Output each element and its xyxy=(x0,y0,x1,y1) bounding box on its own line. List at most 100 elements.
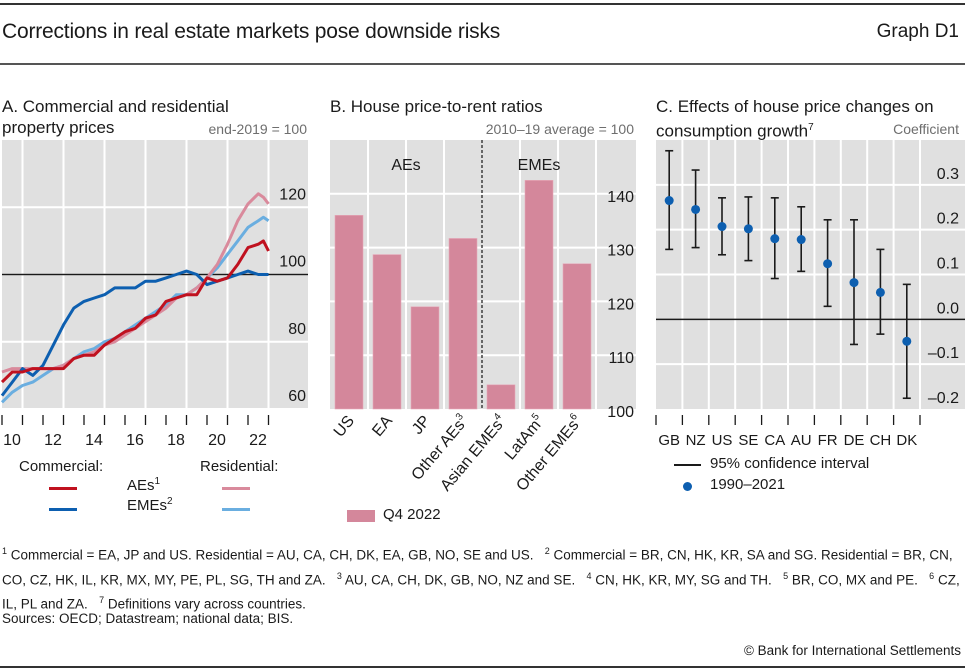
panel-c-point-fr xyxy=(823,259,833,269)
panel-b-bar-latam xyxy=(524,180,554,410)
panel-c-xtick-label: CA xyxy=(764,432,785,449)
panel-b-bar-ea xyxy=(372,254,402,410)
legend-c-ci-swatch xyxy=(674,464,701,466)
panel-c-xtick-label: NZ xyxy=(686,432,706,449)
panel-b-title-line1: B. House price-to-rent ratios xyxy=(330,97,543,116)
panel-c-title: C. Effects of house price changes on con… xyxy=(656,96,934,142)
panel-a-ytick-label: 100 xyxy=(279,254,306,271)
legend-a-residential-emes-swatch xyxy=(222,508,250,511)
footnote-3: AU, CA, CH, DK, GB, NO, NZ and SE. xyxy=(344,572,576,587)
panel-c-point-au xyxy=(796,235,806,245)
legend-a-commercial-label: Commercial: xyxy=(19,458,104,475)
panel-c-ytick-label: –0.2 xyxy=(928,390,959,407)
legend-c-point-label: 1990–2021 xyxy=(710,476,786,493)
panel-a-xtick-label: 12 xyxy=(44,432,62,449)
legend-a-commercial-aes-swatch xyxy=(49,487,77,490)
panel-b-group-label-emes: EMEs xyxy=(518,157,561,174)
panel-c-point-ca xyxy=(770,234,780,244)
panel-a-line-commercial-aes xyxy=(0,239,270,384)
legend-a-aes-label: AEs1 xyxy=(127,476,160,494)
panel-a-xtick-label: 22 xyxy=(249,432,267,449)
panel-c-xtick-label: DE xyxy=(844,432,865,449)
panel-c-xtick-label: FR xyxy=(818,432,838,449)
legend-a-residential-aes-swatch xyxy=(222,487,250,490)
panel-c-point-se xyxy=(743,224,753,234)
title-rule xyxy=(0,63,965,65)
graph-id: Graph D1 xyxy=(876,21,959,42)
panel-c-ytick-label: 0.0 xyxy=(937,300,959,317)
panel-a-xtick-label: 16 xyxy=(126,432,144,449)
panel-c-ytick-label: 0.1 xyxy=(937,256,959,273)
panel-c-point-nz xyxy=(691,204,701,214)
panel-a-ytick-label: 120 xyxy=(279,186,306,203)
legend-a-emes-sup: 2 xyxy=(167,496,173,507)
legend-b-label: Q4 2022 xyxy=(383,506,441,523)
panel-a-ytick-label: 80 xyxy=(288,321,306,338)
footnote-5: BR, CO, MX and PE. xyxy=(791,572,918,587)
panel-a-line-commercial-emes xyxy=(0,269,269,397)
panel-b-bar-asian-emes xyxy=(486,384,516,410)
legend-c-ci-label: 95% confidence interval xyxy=(710,455,870,472)
panel-a-xtick-label: 10 xyxy=(3,432,21,449)
panel-c-xtick-label: GB xyxy=(658,432,680,449)
panel-b-ytick-label: 100 xyxy=(607,404,634,421)
sources: Sources: OECD; Datastream; national data… xyxy=(2,611,294,626)
panel-c-title-line2: consumption growth xyxy=(656,121,809,141)
panel-c-point-ch xyxy=(875,287,885,297)
legend-a-emes-text: EMEs xyxy=(127,497,168,514)
panel-a-xtick-label: 14 xyxy=(85,432,103,449)
panel-c-xtick-label: DK xyxy=(896,432,917,449)
legend-a-residential-label: Residential: xyxy=(200,458,279,475)
panel-b-xtick-label: US xyxy=(331,413,358,441)
panel-a-ytick-label: 60 xyxy=(288,388,306,405)
legend-a-emes-label: EMEs2 xyxy=(127,496,173,514)
panel-c-point-gb xyxy=(664,196,674,206)
footnote-4: CN, HK, KR, MY, SG and TH. xyxy=(595,572,772,587)
panel-b-bar-us xyxy=(334,215,364,410)
panel-b-bar-jp xyxy=(410,306,440,410)
panel-c-unit: Coefficient xyxy=(893,121,959,137)
legend-c-dot-swatch xyxy=(683,482,692,491)
panel-b-xtick-label: JP xyxy=(409,413,434,438)
panel-b-title: B. House price-to-rent ratios xyxy=(330,96,543,117)
panel-b-unit: 2010–19 average = 100 xyxy=(485,121,634,137)
panel-b-ytick-label: 140 xyxy=(607,189,634,206)
panel-b-ytick-label: 110 xyxy=(608,350,634,367)
panel-a-title-line2: property prices xyxy=(2,118,115,137)
panel-c-ytick-label: 0.3 xyxy=(937,166,959,183)
panel-b-bar-other-emes xyxy=(562,263,592,410)
footnote-6: CZ, IL, PL and ZA. xyxy=(2,572,960,612)
legend-a-commercial-emes-swatch xyxy=(49,508,77,511)
legend-a-aes-text: AEs xyxy=(127,477,155,494)
graph-title: Corrections in real estate markets pose … xyxy=(2,20,501,43)
panel-c-title-line1: C. Effects of house price changes on xyxy=(656,97,934,116)
panel-a-title-line1: A. Commercial and residential xyxy=(2,97,229,116)
copyright: © Bank for International Settlements xyxy=(743,643,961,658)
panel-c-point-de xyxy=(849,278,859,288)
panel-c-xtick-label: AU xyxy=(791,432,812,449)
panel-c-title-sup: 7 xyxy=(808,122,814,133)
legend-b-swatch xyxy=(347,510,375,522)
bottom-rule xyxy=(0,666,965,668)
footnote-1: Commercial = EA, JP and US. Residential … xyxy=(10,547,534,563)
panel-a-xtick-label: 20 xyxy=(208,432,226,449)
top-rule xyxy=(0,3,965,5)
panel-b-ytick-label: 130 xyxy=(607,243,634,260)
panel-c-xtick-label: SE xyxy=(738,432,758,449)
panel-b-xtick-label: EA xyxy=(369,412,396,440)
panel-b-ytick-label: 120 xyxy=(607,296,634,313)
panel-a-title: A. Commercial and residential property p… xyxy=(2,96,229,138)
panel-c-xtick-label: US xyxy=(712,432,733,449)
panel-c-point-us xyxy=(717,222,727,232)
panel-a-xtick-label: 18 xyxy=(167,432,185,449)
panel-c-xtick-label: CH xyxy=(870,432,892,449)
footnote-2: Commercial = BR, CN, HK, KR, SA and SG. … xyxy=(2,547,953,588)
panel-c-ytick-label: 0.2 xyxy=(937,211,959,228)
legend-a-aes-sup: 1 xyxy=(154,476,161,487)
panel-a-unit: end-2019 = 100 xyxy=(208,121,307,137)
footnote-7: Definitions vary across countries. xyxy=(107,596,306,612)
panel-c-ytick-label: –0.1 xyxy=(928,345,959,362)
panel-b-bar-other-aes xyxy=(448,238,478,410)
panel-b-group-label-aes: AEs xyxy=(391,157,420,174)
